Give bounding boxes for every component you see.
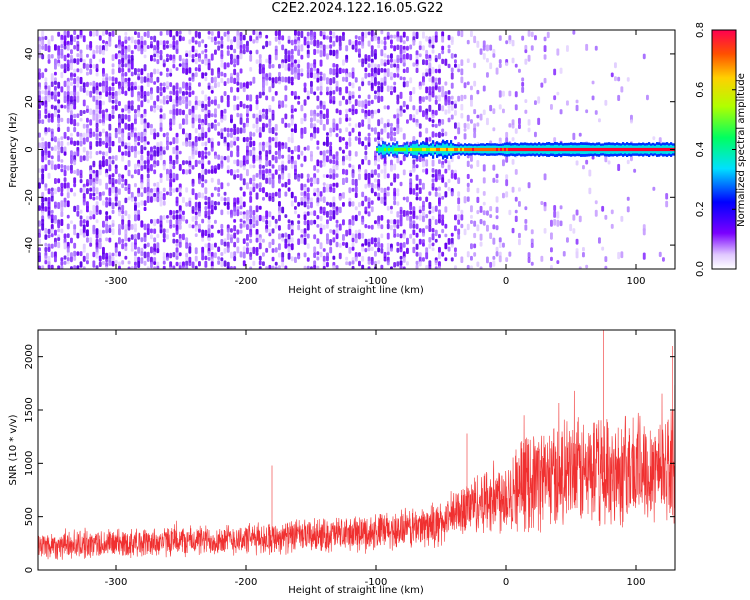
snr-series-line bbox=[38, 330, 675, 560]
x-tick-label: 0 bbox=[503, 577, 509, 588]
colorbar-ticks: 0.0 0.2 0.4 0.6 0.8 bbox=[695, 22, 736, 277]
colorbar-tick-label: 0.2 bbox=[695, 201, 706, 217]
colorbar-label: Normalized spectral amplitude bbox=[736, 73, 747, 227]
chart-title: C2E2.2024.122.16.05.G22 bbox=[271, 1, 444, 16]
y-tick-label: 0 bbox=[24, 567, 35, 573]
colorbar-tick-label: 0.4 bbox=[695, 142, 706, 158]
spectrogram-y-ticks: -40 -20 0 20 40 bbox=[24, 48, 675, 253]
colorbar-tick-label: 0.6 bbox=[695, 82, 706, 98]
y-tick-label: 500 bbox=[24, 507, 35, 526]
x-tick-label: 100 bbox=[626, 577, 645, 588]
y-tick-label: 20 bbox=[24, 95, 35, 108]
snr-x-ticks: -300 -200 -100 0 100 bbox=[105, 330, 646, 588]
y-tick-label: 1000 bbox=[24, 451, 35, 476]
snr-y-ticks: 0 500 1000 1500 2000 bbox=[24, 344, 675, 573]
y-tick-label: -40 bbox=[24, 237, 35, 253]
x-tick-label: -200 bbox=[235, 577, 258, 588]
x-tick-label: -200 bbox=[235, 276, 258, 287]
y-tick-label: 40 bbox=[24, 48, 35, 61]
snr-panel: -300 -200 -100 0 100 0 500 1000 1500 2000 Height… bbox=[8, 329, 676, 596]
x-tick-label: -100 bbox=[365, 276, 388, 287]
y-tick-label: 0 bbox=[24, 146, 35, 152]
snr-x-label: Height of straight line (km) bbox=[288, 585, 424, 596]
y-tick-label: 2000 bbox=[24, 344, 35, 369]
colorbar-tick-label: 0.0 bbox=[695, 261, 706, 277]
spectrogram-cells bbox=[38, 30, 675, 269]
x-tick-label: -300 bbox=[105, 276, 128, 287]
spectrogram-x-label: Height of straight line (km) bbox=[288, 285, 424, 296]
y-tick-label: -20 bbox=[24, 189, 35, 205]
snr-frame bbox=[37, 329, 676, 571]
x-tick-label: -300 bbox=[105, 577, 128, 588]
spectrogram-x-ticks: -300 -200 -100 0 100 bbox=[105, 30, 646, 287]
y-tick-label: 1500 bbox=[24, 397, 35, 422]
x-tick-label: 0 bbox=[503, 276, 509, 287]
spectrogram-y-label: Frequency (Hz) bbox=[8, 112, 19, 188]
snr-y-label: SNR (10 * v/v) bbox=[8, 414, 19, 485]
x-tick-label: 100 bbox=[626, 276, 645, 287]
colorbar: 0.0 0.2 0.4 0.6 0.8 Normalized spectral ampl… bbox=[695, 22, 747, 277]
x-tick-label: -100 bbox=[365, 577, 388, 588]
colorbar-tick-label: 0.8 bbox=[695, 22, 706, 38]
